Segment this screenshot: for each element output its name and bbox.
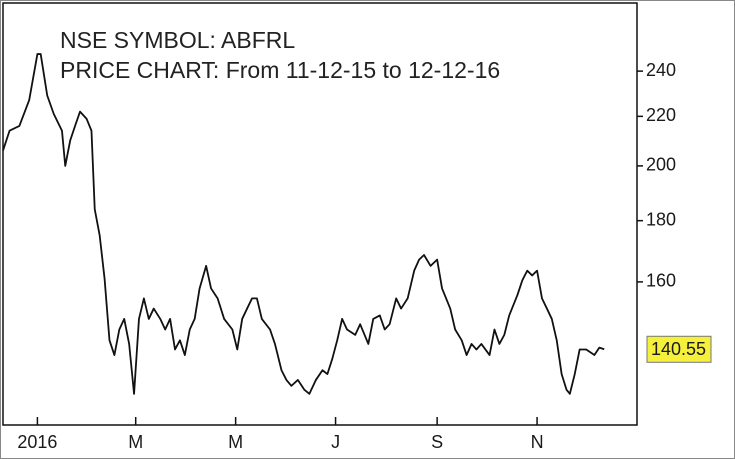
last-value-box — [646, 335, 712, 363]
x-tick-label: N — [531, 432, 544, 452]
price-line — [2, 53, 605, 395]
chart-subtitle: PRICE CHART: From 11-12-15 to 12-12-16 — [60, 57, 500, 83]
x-tick-label: M — [128, 432, 143, 452]
y-tick-label: 160 — [646, 271, 676, 291]
chart-title: NSE SYMBOL: ABFRL — [60, 27, 295, 53]
y-tick-label: 240 — [646, 60, 676, 80]
y-tick-label: 180 — [646, 209, 676, 229]
last-value-label: 140.55 — [651, 339, 706, 359]
x-tick-label: 2016 — [17, 432, 57, 452]
x-tick-label: S — [431, 432, 443, 452]
y-tick-label: 200 — [646, 155, 676, 175]
y-tick-label: 220 — [646, 105, 676, 125]
plot-frame — [2, 2, 638, 426]
x-tick-label: M — [228, 432, 243, 452]
x-tick-label: J — [331, 432, 340, 452]
